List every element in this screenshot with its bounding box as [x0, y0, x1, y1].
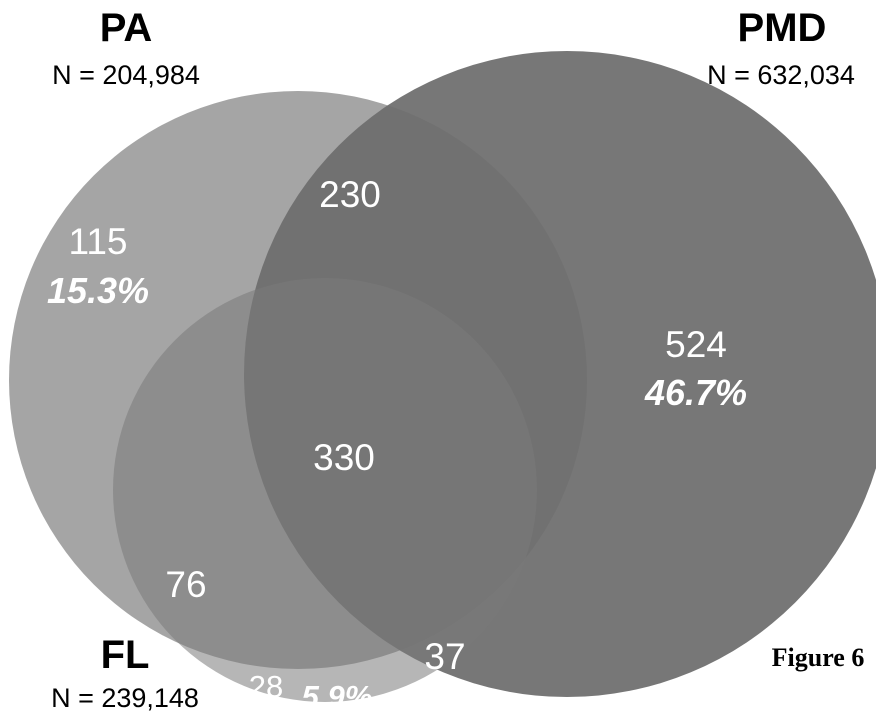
- fl-circle: [113, 278, 537, 702]
- pa-fl-count: 76: [165, 564, 206, 605]
- pmd-n-label: N = 632,034: [707, 60, 855, 90]
- pa-only-count: 115: [69, 221, 128, 262]
- pa-only-percent: 15.3%: [47, 270, 149, 311]
- pmd-only-percent: 46.7%: [644, 372, 747, 413]
- fl-only-count: 28: [249, 669, 283, 704]
- fl-n-label: N = 239,148: [51, 683, 199, 713]
- pa-pmd-count: 230: [319, 174, 381, 215]
- all-three-count: 330: [313, 437, 375, 478]
- pmd-only-count: 524: [665, 324, 727, 365]
- fl-title: FL: [101, 633, 150, 677]
- pa-n-label: N = 204,984: [52, 60, 200, 90]
- pmd-fl-count: 37: [424, 636, 465, 677]
- pa-title: PA: [100, 6, 153, 50]
- fl-only-percent: 5.9%: [302, 679, 373, 714]
- figure-label: Figure 6: [772, 643, 865, 672]
- pmd-title: PMD: [738, 6, 827, 50]
